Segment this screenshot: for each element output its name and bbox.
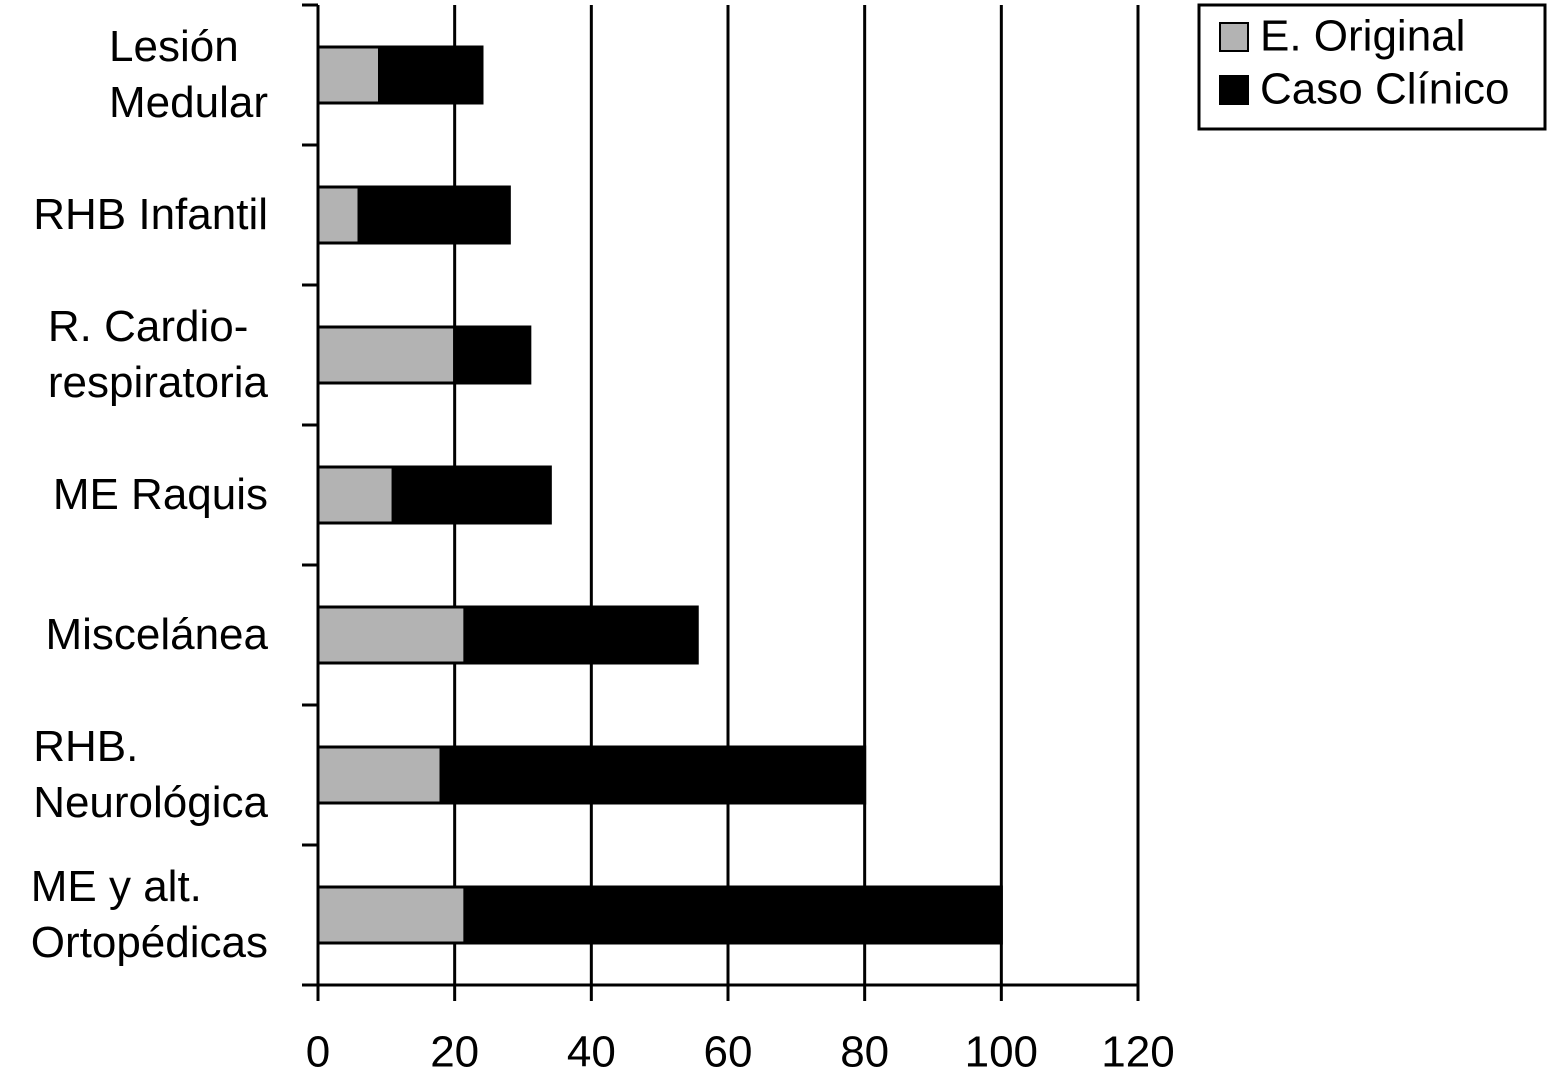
bar	[316, 325, 457, 385]
x-tick-label: 60	[704, 1028, 753, 1077]
bar	[316, 465, 395, 525]
y-tick-label: RHB Infantil	[33, 190, 268, 239]
y-tick-label: R. Cardio- respiratoria	[47, 302, 268, 407]
y-tick-label: ME y alt. Ortopédicas	[30, 862, 268, 967]
category-label-box: Miscelánea	[0, 565, 268, 705]
bar	[316, 745, 443, 805]
x-tick-label: 100	[965, 1028, 1038, 1077]
x-tick-label: 80	[840, 1028, 889, 1077]
legend-box	[1197, 3, 1547, 131]
y-tick-label: RHB. Neurológica	[33, 722, 268, 827]
category-label-box: RHB Infantil	[0, 145, 268, 285]
legend-swatch	[1219, 75, 1249, 105]
bar	[453, 325, 532, 385]
category-label-box: ME y alt. Ortopédicas	[0, 845, 268, 985]
y-tick-label: Lesión Medular	[109, 22, 268, 127]
x-tick-label: 120	[1101, 1028, 1174, 1077]
x-tick-label: 40	[567, 1028, 616, 1077]
bar	[316, 885, 467, 945]
category-label-box: ME Raquis	[0, 425, 268, 565]
legend-label: Caso Clínico	[1260, 65, 1509, 114]
bar	[378, 45, 484, 105]
bar	[316, 45, 381, 105]
category-label-box: Lesión Medular	[0, 5, 268, 145]
x-tick-label: 20	[430, 1028, 479, 1077]
bar	[439, 745, 867, 805]
category-label-box: R. Cardio- respiratoria	[0, 285, 268, 425]
bar	[463, 885, 1003, 945]
bar	[391, 465, 552, 525]
legend-swatch	[1219, 22, 1249, 52]
bar	[357, 185, 511, 245]
category-label-box: RHB. Neurológica	[0, 705, 268, 845]
bar	[463, 605, 699, 665]
x-tick-label: 0	[306, 1028, 330, 1077]
bar	[316, 605, 467, 665]
y-tick-label: ME Raquis	[52, 470, 268, 519]
legend-label: E. Original	[1260, 12, 1465, 61]
bar	[316, 185, 361, 245]
y-tick-label: Miscelánea	[45, 610, 268, 659]
